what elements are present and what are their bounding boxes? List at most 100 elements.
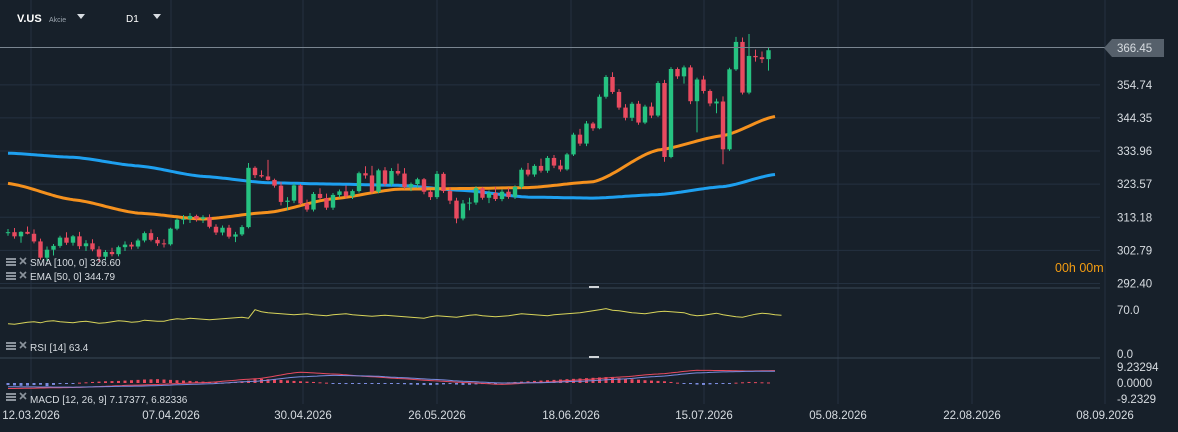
candle <box>233 231 238 243</box>
candle <box>642 104 648 125</box>
macd-histogram-bar <box>32 383 36 386</box>
rsi-tick-label: 0.0 <box>1117 349 1133 361</box>
candle <box>623 104 628 121</box>
legend-macd[interactable]: MACD [12, 26, 9] 7.17377, 6.82336 <box>6 392 188 406</box>
macd-histogram-bar <box>442 383 445 385</box>
legend-sma[interactable]: SMA [100, 0] 326.60 <box>6 257 121 269</box>
candle <box>38 238 43 260</box>
candle <box>759 51 765 63</box>
candle-body <box>161 243 167 245</box>
candle-body <box>480 188 485 198</box>
macd-histogram-bar <box>416 383 419 385</box>
candle <box>434 170 440 200</box>
candle <box>636 100 641 125</box>
macd-histogram-bar <box>130 380 133 383</box>
candle-body <box>168 228 173 245</box>
macd-histogram-bar <box>390 383 393 384</box>
grid <box>0 0 1106 404</box>
candle <box>519 167 524 189</box>
legend-close-icon[interactable] <box>19 271 27 279</box>
candle-body <box>454 200 459 219</box>
candle-body <box>298 185 303 204</box>
candle-body <box>291 185 297 201</box>
candle-body <box>233 234 238 237</box>
macd-pane <box>6 369 775 389</box>
candle <box>688 65 693 105</box>
candle-body <box>499 191 505 200</box>
macd-histogram-bar <box>273 379 276 383</box>
symbol-dropdown-icon[interactable] <box>77 14 85 19</box>
legend-close-icon[interactable] <box>19 392 27 400</box>
candle-body <box>655 83 661 116</box>
legend-close-icon[interactable] <box>19 341 27 349</box>
legend-settings-icon[interactable] <box>6 272 16 274</box>
rsi-tick-label: 70.0 <box>1117 305 1139 317</box>
legend-ema[interactable]: EMA [50, 0] 344.79 <box>6 271 115 283</box>
price-tick-label: 344.35 <box>1117 113 1152 125</box>
candle <box>213 224 219 236</box>
pane-resize-handle-rsi[interactable] <box>589 286 599 288</box>
candle <box>298 184 303 206</box>
candle-body <box>447 191 453 201</box>
candle <box>291 183 297 204</box>
macd-histogram-bar <box>526 381 530 383</box>
candle <box>486 190 492 204</box>
candle <box>577 128 583 146</box>
macd-histogram-bar <box>435 383 439 385</box>
current-price-tag <box>1104 39 1164 57</box>
legend-settings-icon[interactable] <box>6 342 16 344</box>
symbol-name[interactable]: V.US <box>17 13 42 25</box>
candle <box>610 72 615 94</box>
macd-histogram-bar <box>65 383 68 384</box>
candle-body <box>187 215 193 219</box>
legend-settings-icon[interactable] <box>6 393 16 395</box>
candle-body <box>155 239 160 244</box>
candle-body <box>265 176 271 180</box>
candle-body <box>558 165 563 170</box>
candle-body <box>473 188 479 203</box>
legend-settings-icon[interactable] <box>6 258 16 260</box>
x-tick-label: 07.04.2026 <box>142 410 200 422</box>
legend-macd-label: MACD [12, 26, 9] 7.17377, 6.82336 <box>30 395 188 406</box>
candle-body <box>317 193 323 199</box>
macd-histogram-bar <box>364 383 367 384</box>
macd-histogram-bar <box>656 380 660 383</box>
price-tick-label: 354.74 <box>1117 80 1153 92</box>
legend-close-icon[interactable] <box>19 257 27 265</box>
macd-histogram-bar <box>84 382 88 384</box>
macd-histogram-bar <box>26 383 29 386</box>
candle <box>402 168 407 190</box>
macd-histogram-bar <box>650 380 653 383</box>
candle-body <box>467 202 472 204</box>
candle <box>148 229 154 242</box>
timeframe-dropdown-icon[interactable] <box>153 14 161 19</box>
macd-histogram-bar <box>643 380 647 383</box>
legend-rsi[interactable]: RSI [14] 63.4 <box>6 341 89 354</box>
candle <box>239 225 245 237</box>
macd-histogram-bar <box>461 383 465 385</box>
candle-body <box>12 232 17 237</box>
candle-body <box>616 91 622 108</box>
candle <box>668 67 674 159</box>
candle <box>226 224 232 239</box>
candle-body <box>304 203 310 210</box>
candle <box>285 197 290 211</box>
x-tick-label: 15.07.2026 <box>675 410 733 422</box>
pane-resize-handle-macd[interactable] <box>589 356 599 358</box>
macd-histogram-bar <box>611 377 614 383</box>
macd-histogram-bar <box>689 383 692 385</box>
candle <box>317 188 323 200</box>
candle <box>441 172 446 193</box>
candle <box>571 132 576 157</box>
candle <box>506 187 511 199</box>
macd-histogram-bar <box>19 383 23 386</box>
macd-histogram-bar <box>91 381 94 383</box>
candle <box>525 163 531 177</box>
candle-body <box>96 249 102 257</box>
candle-body <box>629 103 635 118</box>
timeframe-selector[interactable]: D1 <box>126 14 139 25</box>
price-tick-label: 333.96 <box>1117 146 1152 158</box>
candle <box>174 218 180 231</box>
